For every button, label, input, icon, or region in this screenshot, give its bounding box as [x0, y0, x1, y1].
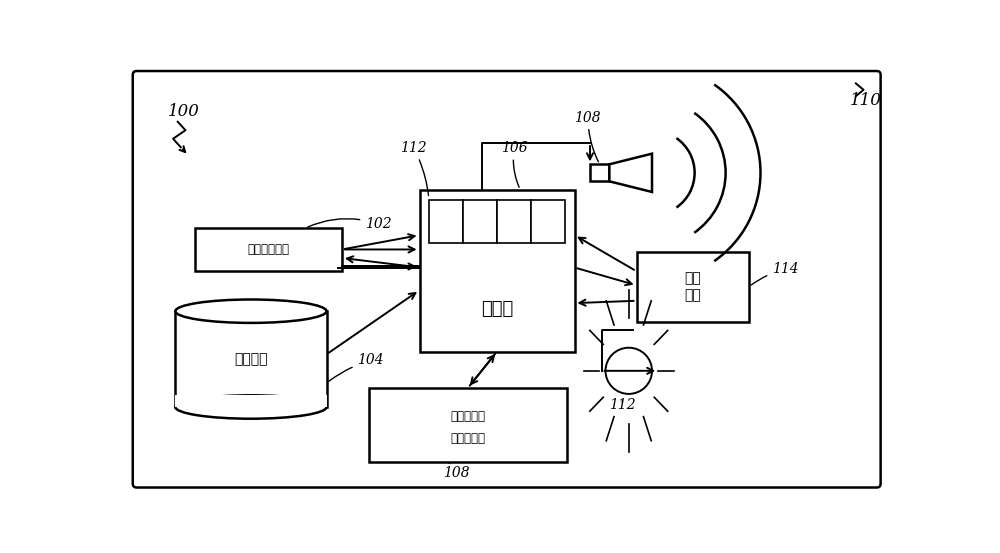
- Ellipse shape: [175, 395, 326, 419]
- Text: 地理参照的: 地理参照的: [450, 410, 485, 422]
- Bar: [369, 388, 567, 462]
- Text: 114: 114: [751, 262, 799, 285]
- Circle shape: [606, 348, 652, 394]
- Text: 处理器: 处理器: [481, 300, 513, 318]
- Text: 102: 102: [308, 217, 392, 231]
- Bar: [175, 395, 327, 407]
- Bar: [463, 201, 497, 243]
- Bar: [497, 201, 531, 243]
- Text: 106: 106: [501, 140, 528, 187]
- Bar: [195, 228, 342, 271]
- Text: 机场数据: 机场数据: [234, 352, 268, 366]
- Bar: [420, 190, 574, 352]
- Bar: [637, 252, 749, 322]
- Bar: [590, 164, 609, 181]
- Bar: [429, 201, 463, 243]
- Text: 110: 110: [850, 92, 882, 109]
- Text: 112: 112: [609, 398, 636, 412]
- Text: 108: 108: [574, 111, 601, 125]
- Bar: [175, 311, 326, 407]
- Ellipse shape: [175, 300, 326, 323]
- Polygon shape: [609, 154, 652, 192]
- Text: 存储器阵列: 存储器阵列: [450, 432, 485, 445]
- Text: 112: 112: [400, 140, 429, 196]
- FancyBboxPatch shape: [133, 71, 881, 488]
- Bar: [531, 201, 565, 243]
- Text: 104: 104: [329, 353, 384, 382]
- Text: 航空电子设备: 航空电子设备: [247, 243, 289, 256]
- Text: 108: 108: [443, 462, 469, 480]
- Text: 100: 100: [168, 102, 200, 119]
- Text: 显示
设备: 显示 设备: [684, 271, 701, 302]
